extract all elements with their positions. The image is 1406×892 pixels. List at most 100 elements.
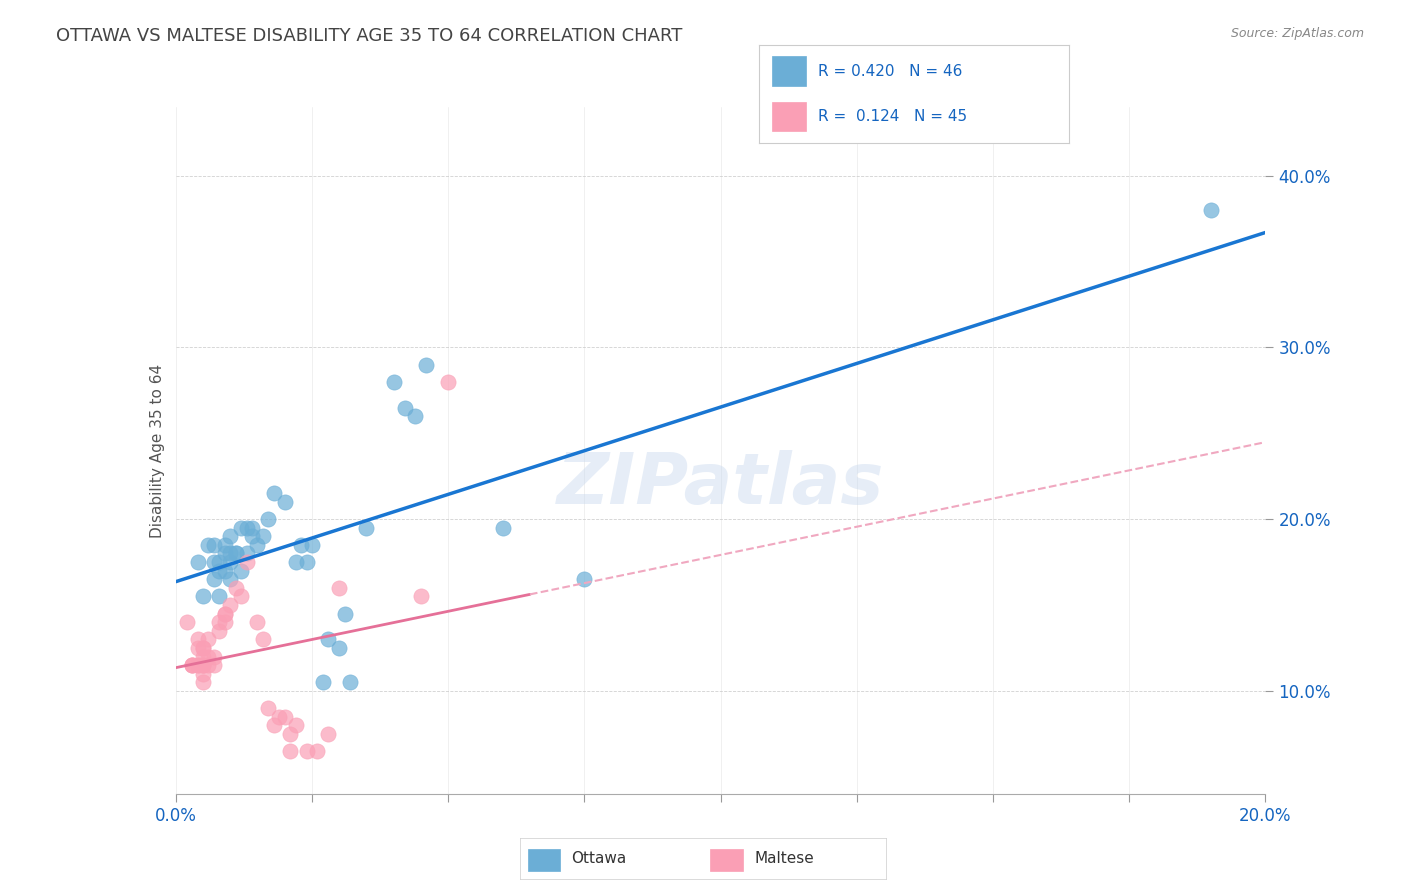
Point: [191, 640, 214, 655]
Point: [186, 658, 209, 673]
Point: [307, 744, 329, 758]
Point: [202, 649, 225, 664]
Point: [197, 538, 219, 552]
Bar: [527, 848, 561, 871]
Point: [208, 555, 231, 569]
Point: [191, 640, 214, 655]
Point: [246, 538, 269, 552]
Point: [574, 572, 596, 586]
Point: [214, 615, 236, 630]
Text: R =  0.124   N = 45: R = 0.124 N = 45: [818, 109, 967, 124]
Point: [274, 709, 297, 723]
Point: [328, 640, 350, 655]
Point: [235, 555, 257, 569]
Point: [295, 744, 318, 758]
Point: [225, 581, 247, 595]
Bar: [772, 56, 806, 86]
Point: [225, 546, 247, 561]
Point: [219, 546, 242, 561]
Point: [269, 709, 291, 723]
Point: [231, 521, 253, 535]
Point: [181, 658, 204, 673]
Text: OTTAWA VS MALTESE DISABILITY AGE 35 TO 64 CORRELATION CHART: OTTAWA VS MALTESE DISABILITY AGE 35 TO 6…: [56, 27, 683, 45]
Point: [176, 615, 198, 630]
Point: [394, 401, 416, 415]
Point: [252, 529, 274, 543]
Point: [186, 632, 209, 647]
Point: [214, 546, 236, 561]
Point: [214, 538, 236, 552]
Point: [1199, 203, 1222, 218]
Point: [225, 546, 247, 561]
Point: [197, 658, 219, 673]
Point: [219, 555, 242, 569]
Point: [318, 632, 340, 647]
Point: [257, 701, 280, 715]
Text: ZIPatlas: ZIPatlas: [557, 450, 884, 519]
Point: [252, 632, 274, 647]
Point: [214, 607, 236, 621]
Point: [339, 675, 361, 690]
Point: [219, 598, 242, 612]
Point: [295, 555, 318, 569]
Point: [263, 486, 285, 500]
Text: R = 0.420   N = 46: R = 0.420 N = 46: [818, 63, 962, 78]
Point: [312, 675, 335, 690]
Point: [301, 538, 323, 552]
Point: [202, 572, 225, 586]
Point: [240, 521, 263, 535]
Point: [333, 607, 356, 621]
Point: [181, 658, 204, 673]
Point: [257, 512, 280, 526]
Point: [191, 675, 214, 690]
Point: [278, 727, 301, 741]
Point: [219, 529, 242, 543]
Bar: [710, 848, 744, 871]
Point: [208, 590, 231, 604]
Point: [181, 658, 204, 673]
Point: [191, 590, 214, 604]
Point: [231, 590, 253, 604]
Text: Source: ZipAtlas.com: Source: ZipAtlas.com: [1230, 27, 1364, 40]
Point: [246, 615, 269, 630]
Point: [186, 640, 209, 655]
Point: [202, 658, 225, 673]
Point: [231, 564, 253, 578]
Point: [284, 555, 307, 569]
Point: [415, 358, 437, 372]
Point: [437, 375, 460, 389]
Y-axis label: Disability Age 35 to 64: Disability Age 35 to 64: [149, 363, 165, 538]
Point: [235, 546, 257, 561]
Text: Maltese: Maltese: [754, 851, 814, 866]
Point: [214, 564, 236, 578]
Point: [186, 658, 209, 673]
Point: [290, 538, 312, 552]
Point: [318, 727, 340, 741]
Point: [197, 649, 219, 664]
Point: [197, 632, 219, 647]
Point: [356, 521, 378, 535]
Point: [202, 538, 225, 552]
Point: [382, 375, 405, 389]
Point: [284, 718, 307, 732]
Point: [208, 624, 231, 638]
Point: [191, 649, 214, 664]
Point: [278, 744, 301, 758]
Point: [191, 658, 214, 673]
Point: [235, 521, 257, 535]
Point: [240, 529, 263, 543]
Point: [191, 666, 214, 681]
Point: [191, 658, 214, 673]
Point: [208, 615, 231, 630]
Point: [191, 658, 214, 673]
Point: [263, 718, 285, 732]
Point: [202, 555, 225, 569]
Point: [208, 564, 231, 578]
Bar: [772, 102, 806, 131]
Point: [219, 572, 242, 586]
Text: Ottawa: Ottawa: [571, 851, 627, 866]
Point: [214, 607, 236, 621]
Point: [409, 590, 432, 604]
Point: [274, 495, 297, 509]
Point: [405, 409, 427, 424]
